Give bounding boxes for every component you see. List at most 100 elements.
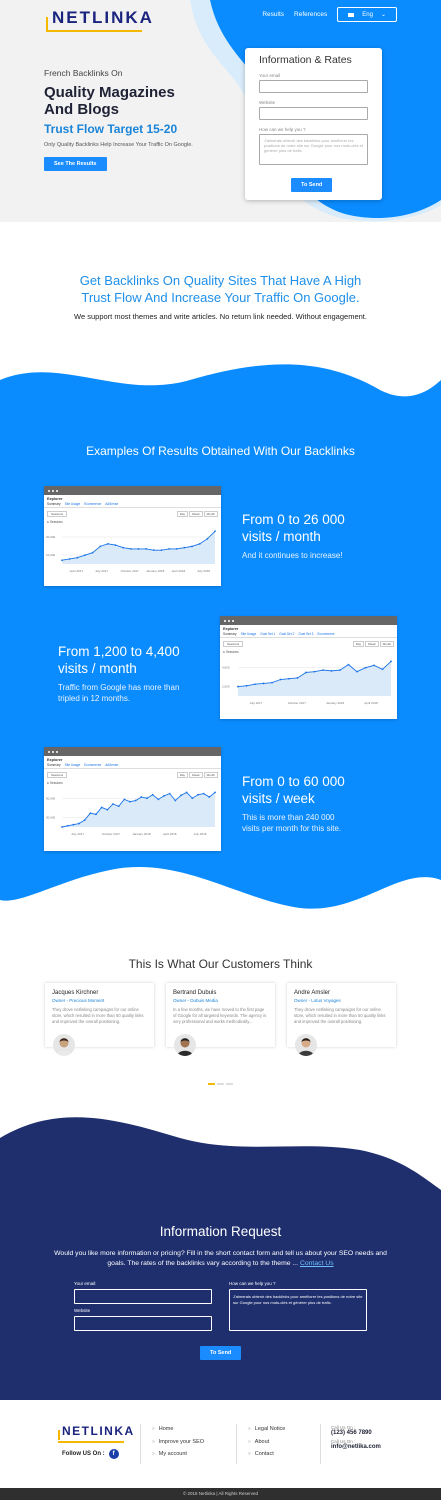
metric-select: Sessions (223, 641, 244, 647)
footer-link-legal[interactable]: » Legal Notice (248, 1423, 285, 1436)
data-point (89, 812, 92, 815)
period-day: Day (176, 772, 189, 778)
example-title-3-line1: From 0 to 60 000 (242, 774, 345, 789)
data-point (84, 554, 86, 557)
data-point (95, 813, 97, 816)
footer-divider (320, 1424, 321, 1464)
window-bar (220, 616, 397, 625)
language-value: Eng (362, 11, 373, 18)
data-point (198, 542, 201, 545)
see-results-button[interactable]: See The Results (44, 157, 107, 171)
data-point (163, 795, 165, 797)
website-label: Website (259, 100, 276, 105)
facebook-icon[interactable]: f (108, 1449, 119, 1459)
testimonial-role: Owner - Precious Moment (52, 998, 105, 1003)
chart-legend: ● Sessions (47, 520, 63, 524)
series-area (238, 661, 391, 696)
request-send-button[interactable]: To Send (200, 1346, 242, 1360)
data-point (140, 796, 143, 798)
request-help-textarea[interactable]: J'aimerais obtenir des backlinks pour am… (229, 1289, 367, 1331)
testimonial-text: They drove netlinking campaigns for our … (294, 1007, 386, 1024)
call-label: Call Us On : (331, 1425, 356, 1430)
footer-divider (140, 1424, 141, 1464)
data-point (183, 546, 186, 549)
screenshot-tabs: Summary Site Usage Ecommerce AdSense (44, 501, 221, 508)
footer-link-home[interactable]: » Home (152, 1423, 204, 1436)
data-point (114, 544, 117, 547)
request-email-label: Your email: (74, 1281, 97, 1286)
period-buttons: Day Week Month (352, 641, 394, 647)
footer-link-contact[interactable]: » Contact (248, 1448, 285, 1461)
data-point (123, 798, 126, 801)
data-point (146, 797, 148, 800)
footer-link-improve-seo[interactable]: » Improve your SEO (152, 1436, 204, 1449)
send-button[interactable]: To Send (291, 178, 333, 192)
example-title-3: From 0 to 60 000 visits / week (242, 773, 345, 807)
data-point (191, 545, 193, 548)
data-point (61, 826, 63, 828)
nav-references[interactable]: References (294, 11, 328, 18)
testimonial-text: They drove netlinking campaigns for our … (52, 1007, 144, 1024)
data-point (214, 791, 216, 794)
request-website-field[interactable] (74, 1316, 212, 1331)
help-textarea[interactable]: J'aimerais obtenir des backlinks pour am… (259, 134, 368, 165)
avatar (174, 1034, 196, 1056)
email-label: Your email (259, 73, 281, 78)
data-point (364, 666, 367, 669)
testimonial-name: Jacques Kirchner (52, 990, 99, 996)
data-point (122, 546, 125, 549)
phone-number[interactable]: (123) 456 7890 (331, 1430, 372, 1436)
footer-divider (236, 1424, 237, 1464)
x-tick-label: July 2017 (71, 832, 84, 836)
data-point (245, 684, 248, 687)
sessions-chart-2: 4,000 2,000 July 2017 October 2017 January 2… (222, 660, 392, 705)
nav-results[interactable]: Results (262, 11, 285, 18)
analytics-screenshot-3: Explorer Summary Site Usage Ecommerce Ad… (44, 747, 221, 851)
email-address[interactable]: info@netlika.com (331, 1444, 381, 1450)
example-desc-3-line1: This is more than 240 000 (242, 813, 335, 822)
screenshot-tabs: Summary Site Usage Goal Set 1 Goal Set 2… (220, 631, 397, 638)
series-area (62, 792, 215, 827)
data-point (206, 537, 209, 540)
example-title-1-line2: visits / month (242, 529, 321, 544)
period-day: Day (176, 511, 189, 517)
language-select[interactable]: Eng ⌄ (337, 7, 397, 22)
flag-icon (348, 12, 355, 17)
testimonial-name: Andre Amsler (294, 990, 331, 996)
carousel-dot[interactable] (217, 1083, 224, 1085)
testimonial-name: Bertrand Dubuis (173, 990, 217, 996)
website-field[interactable] (259, 107, 368, 120)
hero-title-line2: And Blogs (44, 101, 119, 118)
hero-section: NETLINKA Results References Eng ⌄ French… (0, 0, 441, 222)
request-website-label: Website (74, 1308, 91, 1313)
metric-select: Sessions (47, 772, 68, 778)
carousel-dot[interactable] (226, 1083, 233, 1085)
x-tick-label: July 2018 (194, 832, 207, 836)
data-point (262, 682, 265, 685)
screenshot-header: Explorer (223, 627, 239, 631)
follow-us: Follow US On : f (62, 1449, 119, 1459)
email-field[interactable] (259, 80, 368, 93)
footer-link-my-account[interactable]: » My account (152, 1448, 204, 1461)
footer-logo[interactable]: NETLINKA (56, 1424, 135, 1443)
shot-tab: Summary (47, 502, 61, 506)
request-email-field[interactable] (74, 1289, 212, 1304)
analytics-screenshot-2: Explorer Summary Site Usage Goal Set 1 G… (220, 616, 397, 719)
shot-tab: Goal Set 3 (298, 632, 314, 636)
footer-link-about[interactable]: » About (248, 1436, 285, 1449)
x-tick-label: April 2017 (70, 569, 84, 573)
request-background (0, 1117, 441, 1400)
footer-links-2: » Legal Notice » About » Contact (248, 1423, 285, 1461)
avatar (53, 1034, 75, 1056)
example-desc-2: Traffic from Google has more than triple… (58, 682, 180, 704)
data-point (117, 805, 120, 808)
contact-us-link[interactable]: Contact Us (299, 1260, 334, 1267)
logo[interactable]: NETLINKA (44, 8, 154, 32)
footer-link-label: Improve your SEO (158, 1438, 205, 1445)
legend-label: Sessions (49, 781, 63, 785)
data-point (180, 794, 182, 797)
x-tick-label: January 2018 (326, 701, 345, 705)
carousel-dot[interactable] (208, 1083, 215, 1085)
example-title-2-line1: From 1,200 to 4,400 (58, 644, 180, 659)
metric-select: Sessions (47, 511, 68, 517)
